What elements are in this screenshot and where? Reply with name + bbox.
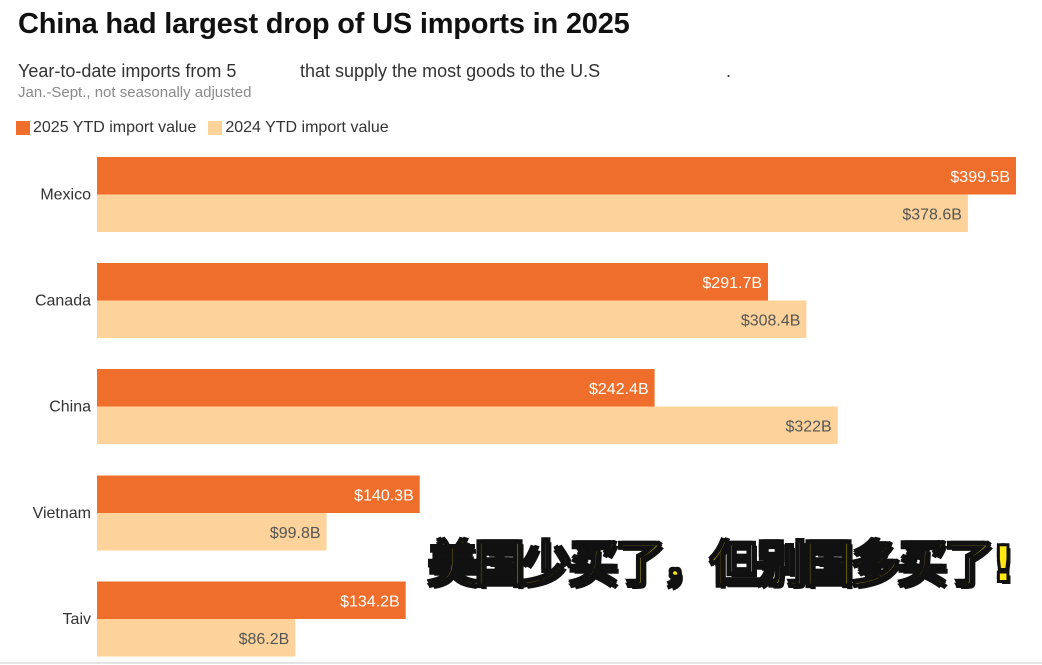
category-label-canada: Canada <box>35 293 91 310</box>
legend-item-2024: 2024 YTD import value <box>208 119 389 137</box>
data-label-taiv-2025: $134.2B <box>340 593 400 610</box>
bar-mexico-2025 <box>97 157 1016 195</box>
data-label-mexico-2025: $399.5B <box>950 169 1010 186</box>
category-label-taiv: Taiv <box>63 611 91 628</box>
bottom-divider <box>0 662 1042 664</box>
data-label-china-2025: $242.4B <box>589 381 649 398</box>
data-label-canada-2024: $308.4B <box>741 312 801 329</box>
bar-canada-2025 <box>97 263 769 301</box>
category-label-mexico: Mexico <box>40 187 91 204</box>
bar-canada-2024 <box>97 300 807 338</box>
data-label-vietnam-2024: $99.8B <box>270 525 321 542</box>
subtitle-part-2: that supply the most goods to the U.S <box>300 61 601 81</box>
bar-china-2024 <box>97 406 838 444</box>
subtitle-part-1: Year-to-date imports from 5 <box>18 61 237 81</box>
chart-subtitle: Year-to-date imports from 5 that supply … <box>18 61 731 82</box>
chart-legend: 2025 YTD import value 2024 YTD import va… <box>16 119 401 137</box>
bar-taiv-2025 <box>97 581 406 619</box>
legend-label-2024: 2024 YTD import value <box>225 119 389 136</box>
legend-swatch-2025 <box>16 121 30 135</box>
bar-vietnam-2024 <box>97 513 327 551</box>
data-label-canada-2025: $291.7B <box>702 275 762 292</box>
legend-label-2025: 2025 YTD import value <box>33 119 197 136</box>
legend-swatch-2024 <box>208 121 223 135</box>
subtitle-part-3: . <box>726 61 732 81</box>
bar-vietnam-2025 <box>97 475 420 513</box>
bar-china-2025 <box>97 369 655 407</box>
category-label-vietnam: Vietnam <box>33 505 91 522</box>
bar-mexico-2024 <box>97 194 968 232</box>
chart-title: China had largest drop of US imports in … <box>18 8 630 40</box>
data-label-taiv-2024: $86.2B <box>239 631 290 648</box>
data-label-mexico-2024: $378.6B <box>902 206 962 223</box>
bar-taiv-2024 <box>97 619 296 657</box>
overlay-caption: 美国少买了，但别国多买了! <box>427 535 1015 594</box>
chart-note: Jan.-Sept., not seasonally adjusted <box>18 84 252 101</box>
legend-item-2025: 2025 YTD import value <box>16 119 196 137</box>
category-label-china: China <box>49 399 91 416</box>
data-label-vietnam-2025: $140.3B <box>354 487 414 504</box>
data-label-china-2024: $322B <box>785 418 831 435</box>
